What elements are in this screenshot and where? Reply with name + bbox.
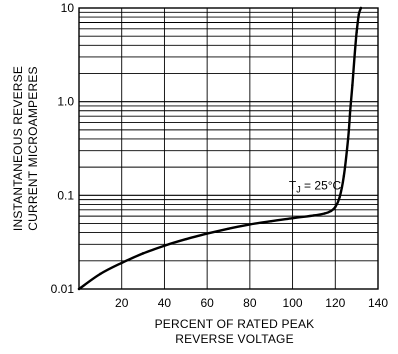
data-point xyxy=(346,137,350,141)
x-tick-label: 140 xyxy=(368,296,388,310)
grid xyxy=(79,8,378,289)
temperature-annotation: TJ = 25°C xyxy=(289,178,342,194)
x-tick-label: 60 xyxy=(200,296,214,310)
data-point xyxy=(329,209,333,213)
plot-frame xyxy=(78,7,379,290)
series-line xyxy=(77,6,363,291)
x-tick-label: 120 xyxy=(325,296,345,310)
y-tick-label: 10 xyxy=(61,1,75,15)
data-point xyxy=(312,214,316,217)
labels: 0.01 0.1 1.0 10 20 40 60 80 100 120 140 PERCENT OF … xyxy=(11,1,388,346)
data-point xyxy=(359,6,363,10)
data-point xyxy=(349,109,352,112)
data-point xyxy=(338,196,341,199)
data-point xyxy=(205,232,209,235)
x-axis-title-line: PERCENT OF RATED PEAK xyxy=(155,317,315,331)
y-tick-label: 1.0 xyxy=(57,95,74,109)
data-point xyxy=(163,244,166,247)
data-point xyxy=(141,252,145,255)
data-point xyxy=(227,227,230,230)
data-point xyxy=(353,55,356,59)
data-point xyxy=(99,272,102,276)
series xyxy=(77,6,363,291)
data-point xyxy=(334,205,337,209)
data-point xyxy=(355,31,358,34)
data-point xyxy=(351,83,354,87)
axes xyxy=(78,7,379,290)
data-point xyxy=(77,287,81,291)
x-axis-title-line: REVERSE VOLTAGE xyxy=(175,332,294,346)
y-axis-title-line: CURRENT MICROAMPERES xyxy=(26,66,40,230)
data-point xyxy=(120,261,123,265)
y-tick-label: 0.01 xyxy=(51,282,75,296)
x-tick-label: 80 xyxy=(243,296,257,310)
y-tick-label: 0.1 xyxy=(57,188,74,202)
x-tick-label: 40 xyxy=(158,296,172,310)
data-point xyxy=(248,223,252,226)
data-point xyxy=(270,219,273,223)
y-axis-title-line: INSTANTANEOUS REVERSE xyxy=(11,66,25,231)
x-tick-label: 20 xyxy=(115,296,129,310)
data-point xyxy=(323,212,326,215)
x-tick-label: 100 xyxy=(283,296,303,310)
data-point xyxy=(184,238,187,241)
data-point xyxy=(357,13,360,16)
data-point xyxy=(291,216,294,220)
data-point xyxy=(342,175,346,178)
